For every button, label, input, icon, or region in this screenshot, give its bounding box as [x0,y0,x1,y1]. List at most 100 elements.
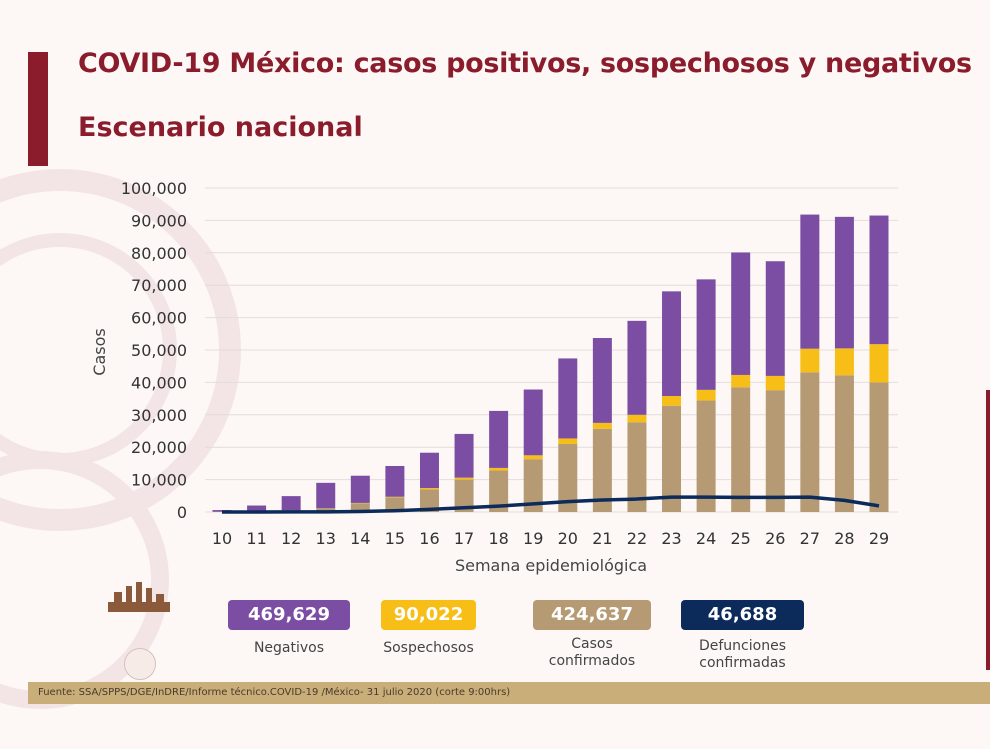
page-subtitle: Escenario nacional [78,112,363,143]
bar-sospechosos [523,455,543,460]
bar-negativos [765,261,785,376]
y-tick-label: 40,000 [131,373,187,392]
bar-confirmados [419,489,439,512]
right-accent-line [986,390,990,670]
bar-sospechosos [419,488,439,490]
bar-confirmados [350,503,370,512]
x-tick-label: 13 [316,529,336,548]
bar-negativos [316,482,336,509]
y-tick-label: 50,000 [131,341,187,360]
bar-negativos [489,410,509,468]
x-tick-label: 27 [800,529,820,548]
source-note: Fuente: SSA/SPPS/DGE/InDRE/Informe técni… [38,687,511,698]
bar-negativos [627,320,647,415]
bar-confirmados [558,443,578,512]
bar-confirmados [800,372,820,512]
bar-sospechosos [627,414,647,423]
x-tick-label: 20 [558,529,578,548]
y-tick-label: 80,000 [131,244,187,263]
x-tick-label: 11 [246,529,266,548]
y-tick-label: 20,000 [131,438,187,457]
x-tick-label: 19 [523,529,543,548]
deaths-line [221,495,880,514]
bar-sospechosos [696,389,716,401]
x-axis-ticks: 10 11 12 13 14 15 16 17 18 19 20 21 22 23 24 25 26 27 28 29 [212,529,889,548]
bar-negativos [350,475,370,503]
x-tick-label: 22 [627,529,647,548]
bar-sospechosos [869,344,889,383]
x-tick-label: 12 [281,529,301,548]
summary-value-badge: 90,022 [381,600,476,630]
x-tick-label: 14 [350,529,370,548]
bar-sospechosos [800,348,820,373]
y-tick-label: 100,000 [121,179,187,198]
gridlines [205,187,898,513]
x-tick-label: 10 [212,529,232,548]
bar-negativos [385,465,405,497]
y-tick-label: 60,000 [131,309,187,328]
bar-negativos [662,291,682,397]
x-axis-title: Semana epidemiológica [455,556,647,575]
summary-label: Negativos [253,640,325,656]
y-tick-label: 30,000 [131,406,187,425]
x-tick-label: 21 [592,529,612,548]
title-accent-bar [28,52,48,166]
bar-sospechosos [731,374,751,388]
bar-confirmados [662,405,682,512]
x-tick-label: 18 [488,529,508,548]
x-tick-label: 28 [834,529,854,548]
bar-confirmados [627,422,647,512]
seal-icon [124,648,156,680]
summary-label: Sospechosos [383,640,474,656]
bar-sospechosos [765,375,785,391]
bar-sospechosos [592,422,612,429]
bar-confirmados [385,497,405,512]
x-tick-label: 29 [869,529,889,548]
bar-sospechosos [385,496,405,498]
bar-sospechosos [834,348,854,376]
bar-negativos [834,216,854,349]
bar-negativos [523,389,543,456]
bar-sospechosos [454,477,474,480]
bar-confirmados [592,428,612,512]
bar-negativos [247,505,267,512]
y-tick-label: 10,000 [131,471,187,490]
x-tick-label: 16 [419,529,439,548]
y-axis-title: Casos [90,328,109,375]
bar-confirmados [316,508,336,512]
bar-confirmados [731,387,751,512]
bar-confirmados [523,459,543,512]
bar-negativos [558,358,578,439]
bar-sospechosos [662,396,682,406]
bar-confirmados [834,375,854,512]
x-tick-label: 23 [661,529,681,548]
footer-band [28,682,990,704]
bar-confirmados [696,400,716,512]
deaths-line-path [221,495,880,514]
summary-label: Defunciones confirmadas [698,638,786,671]
bar-sospechosos [489,467,509,471]
bar-negativos [800,214,820,349]
summary-value-badge: 46,688 [681,600,804,630]
bar-negativos [419,452,439,489]
bar-confirmados [454,479,474,512]
bar-negativos [869,215,889,345]
bar-negativos [592,338,612,423]
y-tick-label: 90,000 [131,211,187,230]
bar-negativos [696,279,716,390]
x-tick-label: 17 [454,529,474,548]
bar-negativos [281,496,301,511]
summary-label: Casos confirmados [548,636,636,669]
summary-value-badge: 469,629 [228,600,350,630]
bar-confirmados [765,390,785,512]
y-tick-label: 70,000 [131,276,187,295]
x-tick-label: 24 [696,529,716,548]
bar-negativos [454,433,474,478]
summary-value-badge: 424,637 [533,600,651,630]
page-title: COVID-19 México: casos positivos, sospec… [78,48,972,79]
bar-negativos [731,252,751,375]
y-tick-label: 0 [177,503,187,522]
x-tick-label: 25 [731,529,751,548]
